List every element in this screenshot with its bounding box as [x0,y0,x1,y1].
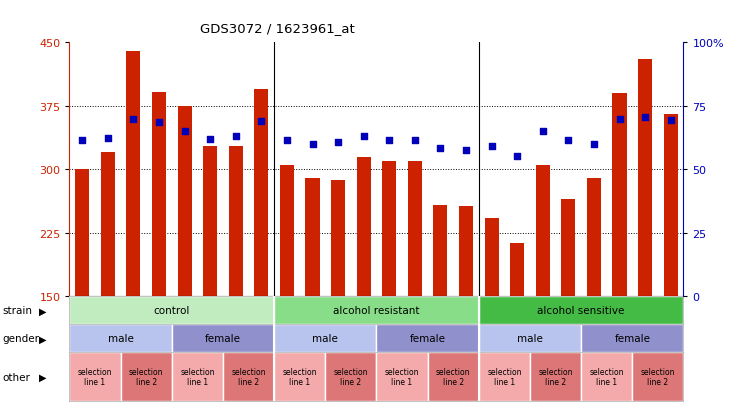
Bar [69,325,172,353]
Text: ▶: ▶ [39,334,46,344]
Text: strain: strain [2,306,32,316]
Text: GDS3072 / 1623961_at: GDS3072 / 1623961_at [200,22,355,36]
Text: selection
line 1: selection line 1 [385,367,420,386]
Text: selection
line 1: selection line 1 [282,367,317,386]
Text: selection
line 2: selection line 2 [538,367,573,386]
Text: other: other [2,372,30,382]
Bar [325,353,376,401]
Point [434,146,446,152]
Point [461,147,472,154]
Bar [479,353,530,401]
Point [409,137,421,144]
Point [307,141,319,148]
Bar [69,297,274,325]
Point [357,133,369,140]
Bar [280,166,294,297]
Point [511,153,523,160]
Bar [536,166,550,297]
Point [485,143,497,150]
Bar [172,353,223,401]
Text: selection
line 2: selection line 2 [129,367,164,386]
Text: selection
line 1: selection line 1 [487,367,522,386]
Bar [479,297,683,325]
Text: selection
line 2: selection line 2 [333,367,368,386]
Bar [459,206,473,297]
Bar [433,205,447,297]
Bar [254,90,268,297]
Bar [408,161,422,297]
Bar [632,353,683,401]
Text: gender: gender [2,334,39,344]
Point [639,114,651,121]
Bar [69,353,121,401]
Text: alcohol sensitive: alcohol sensitive [537,306,625,316]
Text: male: male [517,334,543,344]
Bar [587,178,601,297]
Point [102,135,114,142]
Bar [101,153,115,297]
Bar [613,94,626,297]
Bar [203,146,217,297]
Bar [581,325,683,353]
Bar [638,60,652,297]
Text: ▶: ▶ [39,306,46,316]
Bar [229,146,243,297]
Bar [178,107,192,297]
Point [537,129,548,135]
Bar [664,115,678,297]
Point [563,137,575,144]
Bar [376,325,479,353]
Bar [274,325,376,353]
Bar [382,161,396,297]
Bar [581,353,632,401]
Point [281,137,292,144]
Bar [376,353,428,401]
Point [178,129,190,135]
Point [588,141,599,148]
Point [664,118,676,124]
Bar [428,353,479,401]
Point [256,119,268,125]
Text: ▶: ▶ [39,372,46,382]
Bar [510,243,524,297]
Text: selection
line 2: selection line 2 [640,367,675,386]
Bar [274,297,479,325]
Point [230,133,241,140]
Text: selection
line 1: selection line 1 [180,367,215,386]
Point [332,140,344,146]
Bar [75,169,89,297]
Point [614,116,626,123]
Bar [152,93,166,297]
Bar [530,353,581,401]
Text: selection
line 1: selection line 1 [77,367,113,386]
Text: female: female [614,334,651,344]
Text: selection
line 2: selection line 2 [231,367,266,386]
Bar [561,199,575,297]
Bar [126,52,140,297]
Point [383,137,395,144]
Text: female: female [409,334,446,344]
Text: control: control [154,306,190,316]
Bar [479,325,581,353]
Bar [172,325,274,353]
Point [154,119,165,126]
Point [77,137,88,144]
Bar [485,218,499,297]
Text: selection
line 1: selection line 1 [589,367,624,386]
Text: selection
line 2: selection line 2 [436,367,471,386]
Text: male: male [312,334,338,344]
Bar [223,353,274,401]
Bar [357,157,371,297]
Point [204,136,216,143]
Bar [306,178,319,297]
Text: male: male [107,334,134,344]
Bar [121,353,172,401]
Text: female: female [205,334,241,344]
Bar [331,180,345,297]
Text: alcohol resistant: alcohol resistant [333,306,420,316]
Bar [274,353,325,401]
Point [127,116,139,123]
